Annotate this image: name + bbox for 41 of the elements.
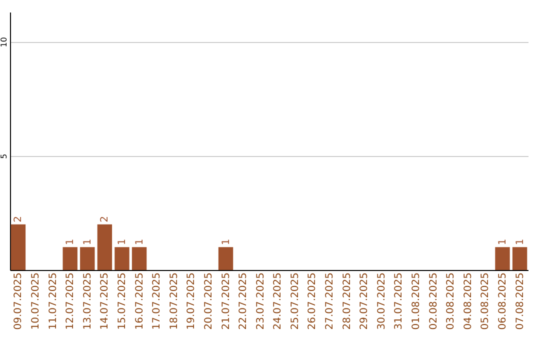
- x-tick-label: 18.07.2025: [168, 272, 180, 330]
- x-tick-label: 02.08.2025: [428, 272, 440, 330]
- x-tick-label: 25.07.2025: [290, 272, 301, 330]
- x-tick-label: 21.07.2025: [220, 272, 232, 330]
- data-label: 1: [220, 238, 232, 246]
- y-tick-label: 5: [0, 154, 8, 159]
- x-tick-label: 22.07.2025: [238, 272, 250, 330]
- data-label: 2: [100, 216, 111, 222]
- x-tick-label: 15.07.2025: [116, 272, 128, 330]
- x-tick-label: 09.07.2025: [13, 272, 24, 330]
- data-label: 1: [65, 238, 76, 246]
- x-tick-label: 03.08.2025: [446, 272, 457, 330]
- x-tick-label: 31.07.2025: [394, 272, 405, 330]
- x-tick-label: 05.08.2025: [480, 272, 492, 330]
- x-tick-label: 16.07.2025: [134, 272, 146, 330]
- data-label: 2: [13, 216, 24, 222]
- x-tick-label: 17.07.2025: [152, 272, 163, 330]
- data-label: 1: [82, 238, 94, 246]
- x-tick-label: 30.07.2025: [376, 272, 388, 330]
- y-tick-label: 10: [0, 37, 8, 48]
- x-tick-label: 11.07.2025: [48, 272, 59, 330]
- x-tick-label: 14.07.2025: [100, 272, 111, 330]
- x-tick-label: 20.07.2025: [203, 272, 214, 330]
- x-tick-label: 01.08.2025: [411, 272, 422, 330]
- x-tick-label: 12.07.2025: [65, 272, 76, 330]
- data-label: 1: [134, 238, 146, 246]
- x-tick-label: 19.07.2025: [186, 272, 198, 330]
- x-tick-label: 04.08.2025: [462, 272, 474, 330]
- x-tick-label: 23.07.2025: [255, 272, 266, 330]
- x-tick-label: 29.07.2025: [359, 272, 370, 330]
- x-tick-label: 24.07.2025: [272, 272, 284, 330]
- x-tick-label: 10.07.2025: [30, 272, 42, 330]
- x-tick-label: 27.07.2025: [324, 272, 336, 330]
- data-label: 1: [514, 238, 526, 246]
- data-label: 1: [116, 238, 128, 246]
- x-tick-label: 28.07.2025: [342, 272, 353, 330]
- x-tick-label: 26.07.2025: [307, 272, 318, 330]
- x-tick-label: 06.08.2025: [497, 272, 508, 330]
- x-tick-label: 07.08.2025: [514, 272, 526, 330]
- data-label: 1: [497, 238, 508, 246]
- x-tick-label: 13.07.2025: [82, 272, 94, 330]
